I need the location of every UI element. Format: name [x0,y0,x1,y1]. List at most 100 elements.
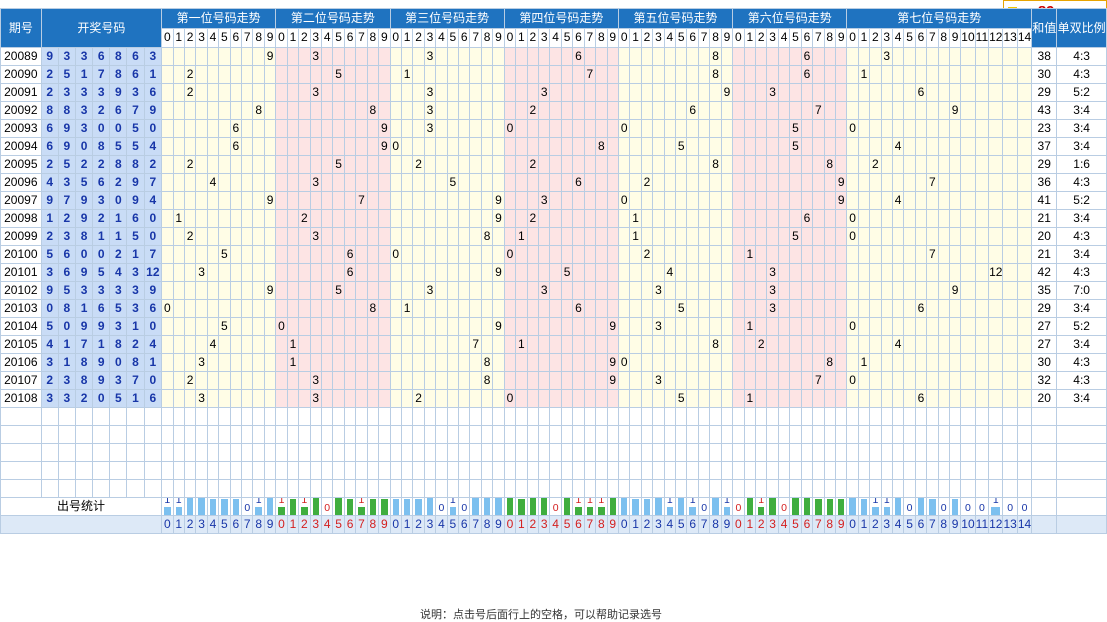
trend-cell[interactable] [903,47,916,66]
trend-cell[interactable] [1016,335,1033,354]
empty-cell[interactable] [560,407,574,426]
trend-cell[interactable] [663,173,677,192]
trend-cell[interactable] [515,263,528,282]
trend-cell[interactable] [686,173,699,192]
trend-cell[interactable] [869,245,882,264]
empty-cell[interactable] [389,479,402,498]
trend-cell[interactable] [652,47,665,66]
trend-cell[interactable] [948,317,962,336]
trend-cell[interactable] [366,83,380,102]
trend-cell[interactable] [732,101,745,120]
trend-cell[interactable] [469,281,482,300]
trend-cell[interactable] [777,263,791,282]
trend-cell[interactable] [1016,317,1033,336]
hit-number[interactable]: 1 [857,353,871,372]
trend-cell[interactable] [697,47,711,66]
trend-cell[interactable] [343,209,357,228]
empty-cell[interactable] [891,407,905,426]
empty-cell[interactable] [435,425,448,444]
trend-cell[interactable] [263,335,277,354]
trend-cell[interactable] [1016,155,1033,174]
empty-cell[interactable] [435,443,448,462]
trend-cell[interactable] [161,245,174,264]
trend-cell[interactable] [400,137,414,156]
trend-cell[interactable] [218,353,231,372]
hit-number[interactable]: 6 [229,137,243,156]
trend-cell[interactable] [366,317,380,336]
empty-cell[interactable] [720,479,734,498]
empty-cell[interactable] [161,407,174,426]
trend-cell[interactable] [206,389,220,408]
trend-cell[interactable] [606,191,619,210]
trend-cell[interactable] [640,119,654,138]
trend-cell[interactable] [458,191,471,210]
trend-cell[interactable] [412,245,425,264]
trend-cell[interactable] [675,371,688,390]
trend-cell[interactable] [663,245,677,264]
trend-cell[interactable] [195,47,208,66]
trend-cell[interactable] [595,353,608,372]
empty-cell[interactable] [537,443,551,462]
trend-cell[interactable] [435,227,448,246]
hit-number[interactable]: 9 [263,47,277,66]
trend-cell[interactable] [275,101,288,120]
trend-cell[interactable] [412,47,425,66]
trend-cell[interactable] [320,119,334,138]
hit-number[interactable]: 2 [298,209,311,228]
empty-cell[interactable] [846,461,859,480]
trend-cell[interactable] [926,191,939,210]
hit-number[interactable]: 3 [309,371,323,390]
hit-number[interactable]: 9 [834,173,848,192]
empty-cell[interactable] [503,425,517,444]
trend-cell[interactable] [480,65,494,84]
trend-cell[interactable] [617,245,631,264]
trend-cell[interactable] [880,371,893,390]
trend-cell[interactable] [172,389,185,408]
trend-cell[interactable] [869,101,882,120]
trend-cell[interactable] [960,245,976,264]
trend-cell[interactable] [492,389,505,408]
trend-cell[interactable] [366,173,380,192]
trend-cell[interactable] [686,263,699,282]
empty-cell[interactable] [1002,425,1018,444]
trend-cell[interactable] [926,335,939,354]
trend-cell[interactable] [640,281,654,300]
empty-cell[interactable] [161,443,174,462]
trend-cell[interactable] [709,389,722,408]
trend-cell[interactable] [777,101,791,120]
trend-cell[interactable] [640,65,654,84]
trend-cell[interactable] [229,263,243,282]
trend-cell[interactable] [812,173,825,192]
trend-cell[interactable] [183,299,197,318]
trend-cell[interactable] [355,101,368,120]
trend-cell[interactable] [412,191,425,210]
empty-cell[interactable] [537,425,551,444]
empty-cell[interactable] [560,443,574,462]
empty-cell[interactable] [229,479,243,498]
trend-cell[interactable] [846,353,859,372]
trend-cell[interactable] [617,299,631,318]
trend-cell[interactable] [161,173,174,192]
trend-cell[interactable] [195,155,208,174]
trend-cell[interactable] [926,299,939,318]
empty-cell[interactable] [766,425,779,444]
hit-number[interactable]: 1 [743,389,757,408]
empty-cell[interactable] [891,443,905,462]
trend-cell[interactable] [960,155,976,174]
hit-number[interactable]: 3 [309,227,323,246]
trend-cell[interactable] [652,263,665,282]
trend-cell[interactable] [572,389,585,408]
trend-cell[interactable] [400,317,414,336]
trend-cell[interactable] [560,155,574,174]
trend-cell[interactable] [526,335,540,354]
trend-cell[interactable] [926,83,939,102]
trend-cell[interactable] [595,227,608,246]
hit-number[interactable]: 7 [355,191,368,210]
trend-cell[interactable] [320,47,334,66]
trend-cell[interactable] [332,371,345,390]
trend-cell[interactable] [503,101,517,120]
trend-cell[interactable] [974,389,990,408]
trend-cell[interactable] [263,101,277,120]
hit-number[interactable]: 6 [914,299,928,318]
empty-cell[interactable] [400,479,414,498]
